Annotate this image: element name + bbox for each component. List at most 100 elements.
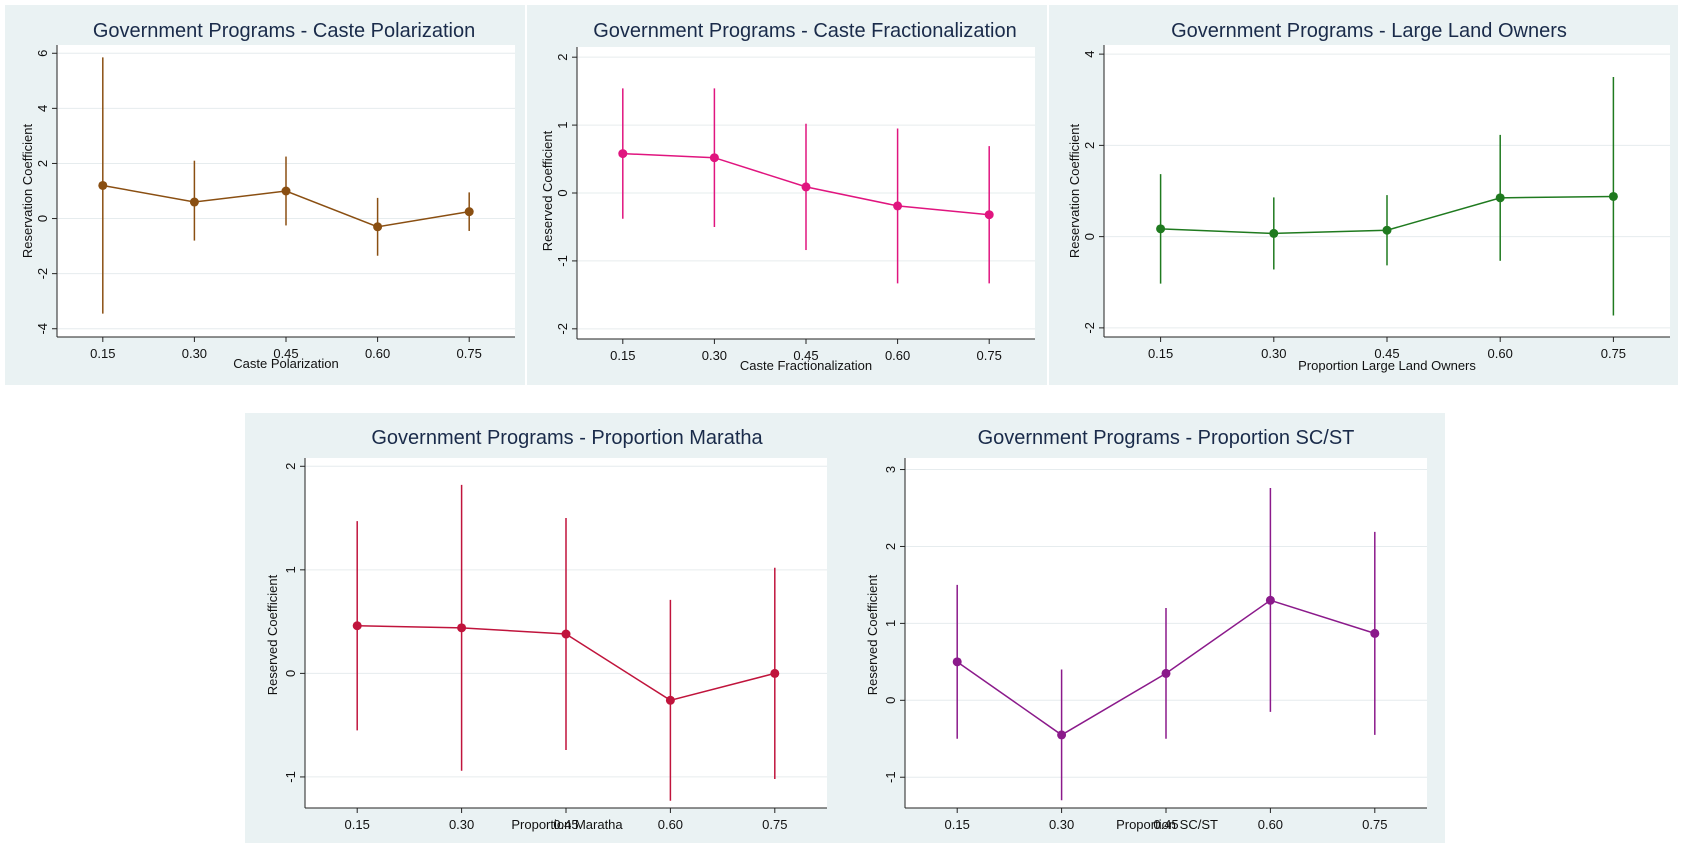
x-tick-label: 0.15 <box>90 346 115 361</box>
chart-title: Government Programs - Proportion SC/ST <box>978 427 1355 449</box>
y-tick-label: 0 <box>283 670 298 677</box>
x-tick-label: 0.15 <box>345 817 370 832</box>
x-axis-label: Proportion Large Land Owners <box>1298 358 1476 373</box>
data-point <box>561 629 571 639</box>
y-tick-label: 3 <box>883 466 898 473</box>
y-tick-label: 4 <box>35 105 50 112</box>
chart-panel-large-land-owners: Government Programs - Large Land Owners … <box>1049 5 1678 385</box>
y-tick-label: -2 <box>35 268 50 280</box>
x-tick-label: 0.30 <box>1049 817 1074 832</box>
x-tick-label: 0.60 <box>1488 346 1513 361</box>
x-axis-label: Caste Fractionalization <box>740 358 872 373</box>
data-point <box>352 621 362 631</box>
plot-layer: -1 0 1 2 3 0.15 0.30 0.45 0.60 0.75 <box>883 458 1427 832</box>
chart-svg: Government Programs - Caste Polarization… <box>20 20 515 371</box>
x-axis-label: Caste Polarization <box>233 356 339 371</box>
y-tick-label: 2 <box>35 160 50 167</box>
data-point <box>1495 193 1505 203</box>
y-axis-label: Reserved Coefficient <box>265 574 280 695</box>
x-tick-label: 0.75 <box>762 817 787 832</box>
chart-svg: Government Programs - Large Land Owners … <box>1067 20 1670 373</box>
chart-panel-caste-fractionalization: Government Programs - Caste Fractionaliz… <box>527 5 1047 385</box>
chart-panel-proportion-maratha: Government Programs - Proportion Maratha… <box>245 413 845 843</box>
x-tick-label: 0.15 <box>1148 346 1173 361</box>
y-tick-label: 1 <box>283 566 298 573</box>
x-axis-label: Proportion SC/ST <box>1116 817 1218 832</box>
y-tick-label: -2 <box>555 323 570 335</box>
x-tick-label: 0.45 <box>273 346 298 361</box>
plot-layer: -4 -2 0 2 4 6 0.15 0.30 0.45 0.60 0.75 <box>35 45 515 361</box>
chart-title: Government Programs - Caste Fractionaliz… <box>593 20 1017 42</box>
data-point <box>1370 628 1380 638</box>
plot-layer: -2 0 2 4 0.15 0.30 0.45 0.60 0.75 <box>1082 45 1670 361</box>
chart-title: Government Programs - Caste Polarization <box>93 20 475 42</box>
data-point <box>1057 730 1067 740</box>
y-tick-label: -1 <box>283 771 298 783</box>
data-point <box>665 695 675 705</box>
y-tick-label: 2 <box>283 463 298 470</box>
x-tick-label: 0.30 <box>1261 346 1286 361</box>
x-tick-label: 0.30 <box>182 346 207 361</box>
x-tick-label: 0.60 <box>1258 817 1283 832</box>
data-point <box>1608 191 1618 201</box>
data-point <box>1269 228 1279 238</box>
y-axis-label: Reservation Coefficient <box>20 124 35 259</box>
y-tick-label: 0 <box>883 697 898 704</box>
chart-svg: Government Programs - Proportion Maratha… <box>265 427 827 832</box>
x-tick-label: 0.60 <box>885 348 910 363</box>
y-axis-label: Reserved Coefficient <box>865 574 880 695</box>
data-point <box>618 149 628 159</box>
data-point <box>801 182 811 192</box>
data-point <box>98 180 108 190</box>
x-tick-label: 0.15 <box>945 817 970 832</box>
data-point <box>952 657 962 667</box>
y-tick-label: -1 <box>883 771 898 783</box>
data-point <box>189 197 199 207</box>
x-tick-label: 0.60 <box>365 346 390 361</box>
y-tick-label: 2 <box>1082 142 1097 149</box>
chart-svg: Government Programs - Proportion SC/ST -… <box>865 427 1427 832</box>
y-axis-label: Reserved Coefficient <box>540 130 555 251</box>
x-tick-label: 0.30 <box>702 348 727 363</box>
chart-title: Government Programs - Proportion Maratha <box>371 427 763 449</box>
data-point <box>1382 225 1392 235</box>
y-tick-label: 2 <box>555 54 570 61</box>
y-tick-label: -4 <box>35 323 50 335</box>
x-tick-label: 0.15 <box>610 348 635 363</box>
x-tick-label: 0.30 <box>449 817 474 832</box>
x-axis-label: Proportion Maratha <box>511 817 623 832</box>
data-point <box>709 153 719 163</box>
plot-area <box>1104 45 1670 337</box>
data-point <box>770 668 780 678</box>
x-tick-label: 0.60 <box>658 817 683 832</box>
plot-layer: -2 -1 0 1 2 0.15 0.30 0.45 0.60 0.75 <box>555 47 1035 363</box>
x-tick-label: 0.75 <box>977 348 1002 363</box>
data-point <box>1265 595 1275 605</box>
y-tick-label: -1 <box>555 255 570 267</box>
x-tick-label: 0.45 <box>1374 346 1399 361</box>
chart-panel-proportion-sc-st: Government Programs - Proportion SC/ST -… <box>845 413 1445 843</box>
data-point <box>464 207 474 217</box>
y-tick-label: 2 <box>883 543 898 550</box>
y-tick-label: 0 <box>555 189 570 196</box>
y-axis-label: Reservation Coefficient <box>1067 124 1082 259</box>
x-tick-label: 0.45 <box>793 348 818 363</box>
data-point <box>1156 224 1166 234</box>
chart-panel-caste-polarization: Government Programs - Caste Polarization… <box>5 5 525 385</box>
chart-svg: Government Programs - Caste Fractionaliz… <box>540 20 1035 373</box>
data-point <box>373 222 383 232</box>
x-tick-label: 0.45 <box>1153 817 1178 832</box>
data-point <box>893 201 903 211</box>
x-tick-label: 0.75 <box>457 346 482 361</box>
y-tick-label: 1 <box>883 620 898 627</box>
data-point <box>984 210 994 220</box>
y-tick-label: 1 <box>555 121 570 128</box>
x-tick-label: 0.45 <box>553 817 578 832</box>
x-tick-label: 0.75 <box>1362 817 1387 832</box>
x-tick-label: 0.75 <box>1601 346 1626 361</box>
y-tick-label: 0 <box>35 215 50 222</box>
y-tick-label: 6 <box>35 50 50 57</box>
chart-title: Government Programs - Large Land Owners <box>1171 20 1567 42</box>
y-tick-label: -2 <box>1082 322 1097 334</box>
data-point <box>281 186 291 196</box>
